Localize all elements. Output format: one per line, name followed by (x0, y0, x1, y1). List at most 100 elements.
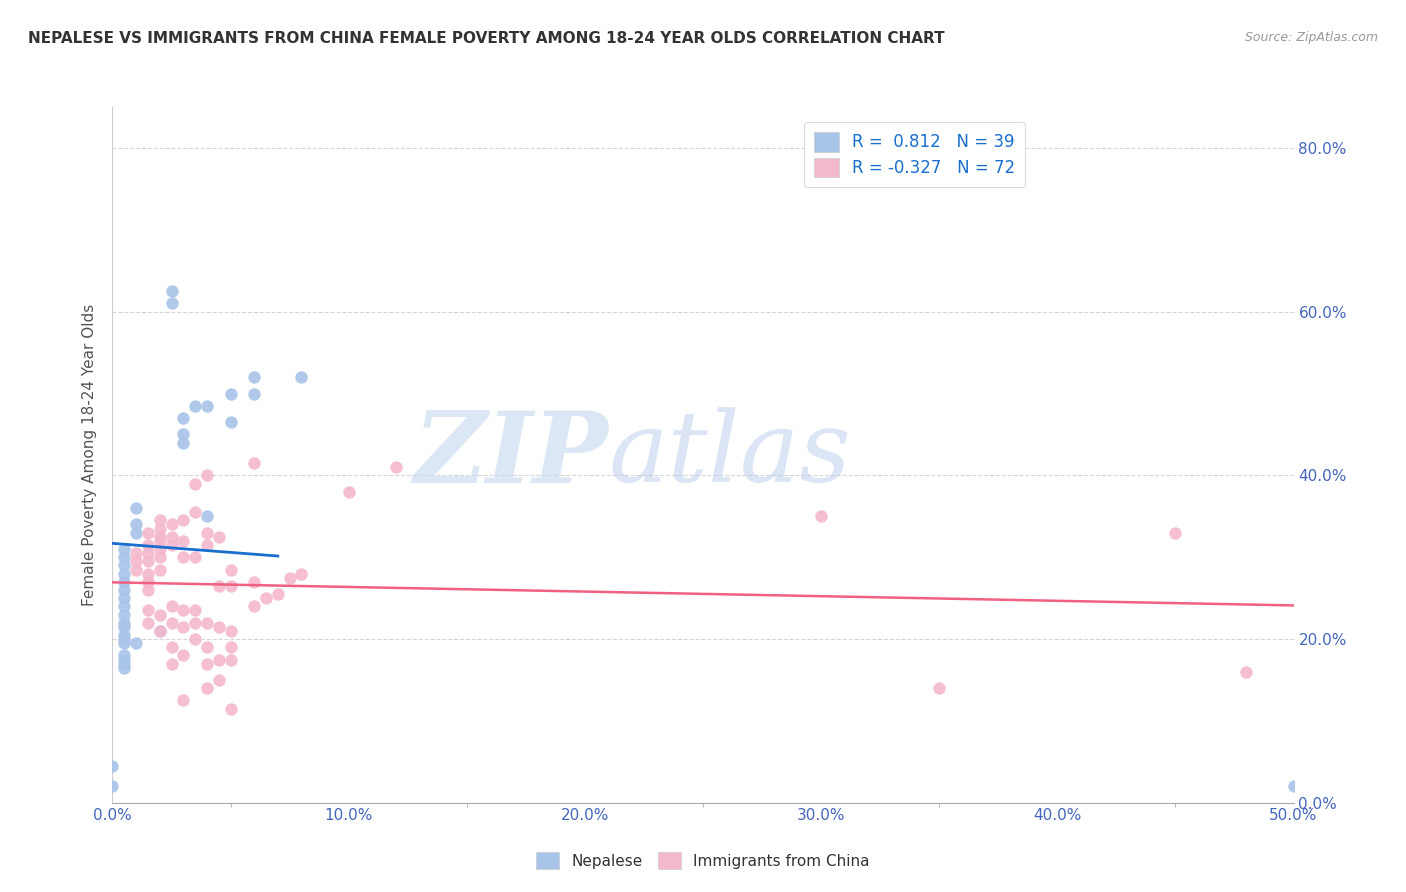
Point (184, 550, 207, 565)
Point (172, 513, 194, 527)
Point (136, 538, 159, 552)
Point (136, 525, 159, 540)
Point (160, 530, 183, 544)
Point (385, 460, 408, 475)
Point (149, 624, 172, 638)
Point (208, 673, 231, 687)
Text: atlas: atlas (609, 408, 851, 502)
Point (125, 562, 148, 576)
Point (112, 550, 135, 565)
Point (149, 550, 172, 565)
Point (149, 530, 172, 544)
Point (136, 582, 159, 597)
Point (172, 648, 194, 663)
Point (112, 632, 135, 646)
Point (195, 509, 218, 524)
Point (810, 509, 832, 524)
Point (136, 574, 159, 589)
Point (112, 657, 135, 671)
Point (112, 599, 135, 614)
Point (243, 386, 266, 401)
Point (136, 603, 159, 617)
Point (160, 284, 183, 298)
Point (149, 624, 172, 638)
Point (149, 607, 172, 622)
Point (160, 615, 183, 630)
Point (112, 582, 135, 597)
Point (208, 579, 231, 593)
Point (112, 542, 135, 557)
Point (160, 538, 183, 552)
Point (149, 562, 172, 576)
Point (219, 386, 242, 401)
Point (172, 550, 194, 565)
Point (149, 513, 172, 527)
Point (243, 574, 266, 589)
Point (208, 652, 231, 666)
Point (195, 615, 218, 630)
Point (101, 759, 124, 773)
Point (219, 640, 242, 655)
Point (112, 661, 135, 675)
Point (254, 591, 277, 606)
Point (112, 591, 135, 606)
Point (208, 620, 231, 634)
Point (219, 701, 242, 715)
Point (290, 566, 312, 581)
Point (195, 681, 218, 696)
Point (160, 640, 183, 655)
Point (243, 370, 266, 384)
Point (184, 603, 207, 617)
Point (172, 427, 194, 442)
Point (149, 533, 172, 548)
Point (136, 615, 159, 630)
Point (112, 628, 135, 642)
Point (243, 599, 266, 614)
Point (125, 546, 148, 560)
Point (112, 615, 135, 630)
Point (195, 538, 218, 552)
Point (160, 657, 183, 671)
Point (195, 525, 218, 540)
Point (172, 693, 194, 707)
Point (172, 533, 194, 548)
Point (195, 657, 218, 671)
Point (219, 415, 242, 429)
Text: Source: ZipAtlas.com: Source: ZipAtlas.com (1244, 31, 1378, 45)
Point (290, 370, 312, 384)
Legend: Nepalese, Immigrants from China: Nepalese, Immigrants from China (530, 846, 876, 875)
Point (112, 574, 135, 589)
Point (172, 620, 194, 634)
Point (195, 640, 218, 655)
Point (172, 411, 194, 425)
Point (125, 525, 148, 540)
Point (1164, 525, 1187, 540)
Point (208, 530, 231, 544)
Point (149, 542, 172, 557)
Point (219, 624, 242, 638)
Point (243, 456, 266, 470)
Point (112, 620, 135, 634)
Point (160, 296, 183, 310)
Point (184, 399, 207, 413)
Point (160, 517, 183, 532)
Point (219, 579, 242, 593)
Legend: R =  0.812   N = 39, R = -0.327   N = 72: R = 0.812 N = 39, R = -0.327 N = 72 (804, 122, 1025, 187)
Point (112, 652, 135, 666)
Point (928, 681, 950, 696)
Point (172, 435, 194, 450)
Text: NEPALESE VS IMMIGRANTS FROM CHINA FEMALE POVERTY AMONG 18-24 YEAR OLDS CORRELATI: NEPALESE VS IMMIGRANTS FROM CHINA FEMALE… (28, 31, 945, 46)
Point (267, 587, 290, 601)
Point (195, 399, 218, 413)
Y-axis label: Female Poverty Among 18-24 Year Olds: Female Poverty Among 18-24 Year Olds (82, 304, 97, 606)
Point (278, 571, 301, 585)
Point (184, 476, 207, 491)
Point (125, 554, 148, 568)
Point (1234, 665, 1257, 679)
Point (172, 603, 194, 617)
Point (136, 554, 159, 568)
Point (125, 517, 148, 532)
Point (337, 484, 360, 499)
Point (112, 636, 135, 650)
Point (1282, 780, 1305, 794)
